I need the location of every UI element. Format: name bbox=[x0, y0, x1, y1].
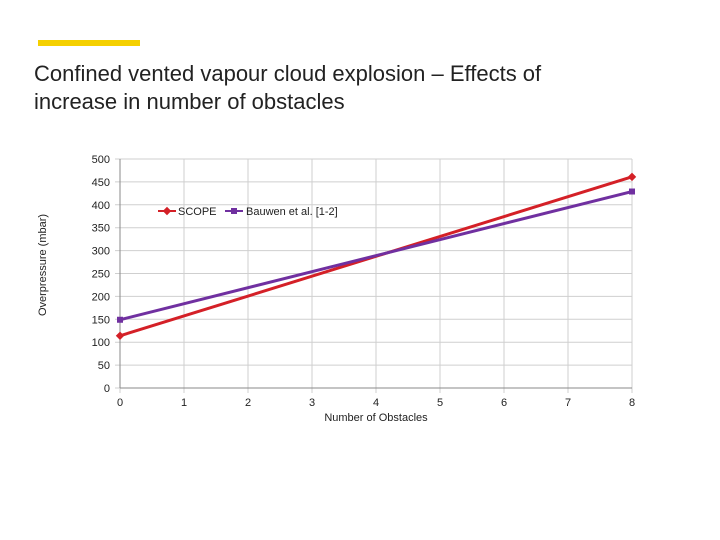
series-bauwen bbox=[117, 188, 635, 323]
slide-title-line-1: Confined vented vapour cloud explosion –… bbox=[34, 61, 542, 86]
data-point bbox=[115, 331, 125, 340]
data-point bbox=[627, 172, 637, 182]
y-tick-label: 250 bbox=[92, 269, 110, 281]
data-point bbox=[629, 188, 635, 195]
x-axis-label: Number of Obstacles bbox=[324, 412, 428, 424]
x-tick-label: 5 bbox=[437, 397, 443, 409]
legend-marker bbox=[162, 206, 172, 216]
x-tick-label: 3 bbox=[309, 397, 315, 409]
y-tick-label: 0 bbox=[104, 383, 110, 395]
slide-title-line-2: increase in number of obstacles bbox=[34, 89, 345, 114]
legend-label: SCOPE bbox=[178, 206, 217, 218]
x-tick-label: 8 bbox=[629, 397, 635, 409]
x-tick-labels: 0 1 2 3 4 5 6 7 8 bbox=[117, 397, 635, 409]
x-tick-label: 0 bbox=[117, 397, 123, 409]
y-tick-label: 300 bbox=[92, 246, 110, 258]
x-tick-label: 1 bbox=[181, 397, 187, 409]
x-tick-label: 2 bbox=[245, 397, 251, 409]
accent-bar bbox=[38, 40, 140, 46]
y-tick-label: 100 bbox=[92, 337, 110, 349]
y-axis-label: Overpressure (mbar) bbox=[37, 214, 49, 316]
chart-axes bbox=[119, 159, 632, 389]
y-tick-label: 500 bbox=[92, 154, 110, 166]
legend-item: SCOPE bbox=[158, 206, 217, 218]
chart-series bbox=[115, 172, 637, 340]
legend-marker bbox=[231, 208, 237, 214]
y-tick-label: 400 bbox=[92, 200, 110, 212]
y-tick-label: 150 bbox=[92, 314, 110, 326]
series-line bbox=[119, 190, 633, 322]
y-tick-label: 350 bbox=[92, 223, 110, 235]
data-point bbox=[117, 316, 123, 323]
legend-label: Bauwen et al. [1-2] bbox=[246, 206, 338, 218]
slide-title: Confined vented vapour cloud explosion –… bbox=[34, 60, 674, 116]
legend-item: Bauwen et al. [1-2] bbox=[225, 206, 338, 218]
x-tick-label: 4 bbox=[373, 397, 379, 409]
y-tick-labels: 0 50 100 150 200 250 300 350 400 450 500 bbox=[92, 154, 110, 395]
y-tick-label: 450 bbox=[92, 177, 110, 189]
x-tick-label: 6 bbox=[501, 397, 507, 409]
y-tick-label: 50 bbox=[98, 360, 110, 372]
chart-legend: SCOPE Bauwen et al. [1-2] bbox=[158, 206, 338, 218]
chart-grid bbox=[115, 158, 633, 393]
y-tick-label: 200 bbox=[92, 291, 110, 303]
x-tick-label: 7 bbox=[565, 397, 571, 409]
